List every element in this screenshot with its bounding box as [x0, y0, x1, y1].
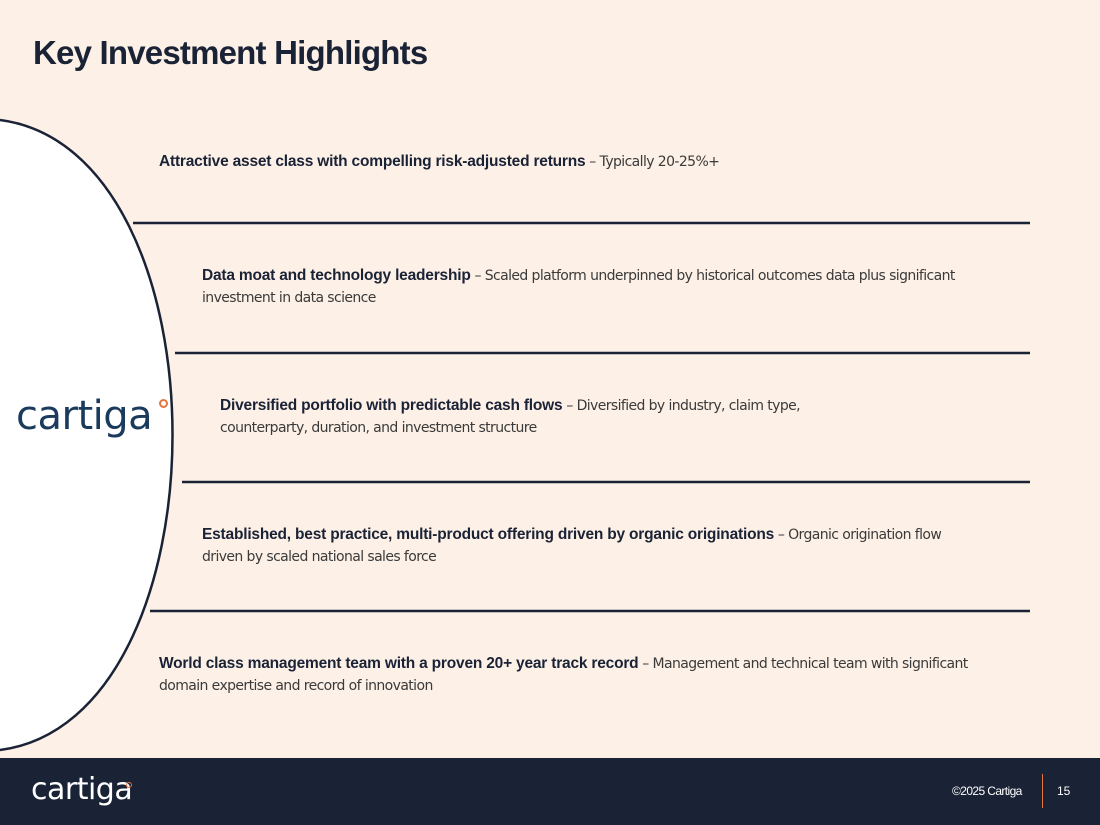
footer-bar: cartiga ©2025 Cartiga 15 [0, 758, 1100, 825]
highlight-description: – Scaled platform underpinned by histori… [202, 268, 955, 306]
highlight-item: Established, best practice, multi-produc… [202, 524, 952, 568]
highlights-frame [0, 110, 1030, 760]
highlight-description: – Diversified by industry, claim type, c… [220, 398, 801, 436]
arc-line [0, 118, 174, 752]
highlight-description: – Typically 20-25%+ [585, 154, 720, 170]
copyright-text: ©2025 Cartiga [952, 784, 1022, 798]
footer-logo-dot-icon [126, 782, 132, 788]
highlight-heading: World class management team with a prove… [159, 655, 639, 672]
logo-accent-dot-icon [159, 399, 168, 408]
highlight-item: World class management team with a prove… [159, 653, 969, 697]
highlight-heading: Established, best practice, multi-produc… [202, 526, 775, 543]
highlight-description: – Organic origination flow driven by sca… [202, 527, 942, 565]
logo-panel [0, 110, 173, 760]
highlight-item: Data moat and technology leadership – Sc… [202, 265, 982, 309]
highlight-heading: Diversified portfolio with predictable c… [220, 397, 563, 414]
footer-logo: cartiga [31, 772, 133, 807]
cartiga-logo: cartiga [16, 393, 153, 439]
slide-title: Key Investment Highlights [33, 34, 428, 71]
footer-divider [1042, 774, 1043, 808]
highlight-heading: Data moat and technology leadership [202, 267, 471, 284]
highlight-heading: Attractive asset class with compelling r… [159, 153, 586, 170]
page-number: 15 [1057, 784, 1071, 798]
highlight-item: Attractive asset class with compelling r… [159, 151, 959, 173]
highlight-item: Diversified portfolio with predictable c… [220, 395, 875, 439]
highlight-description: – Management and technical team with sig… [159, 656, 968, 694]
